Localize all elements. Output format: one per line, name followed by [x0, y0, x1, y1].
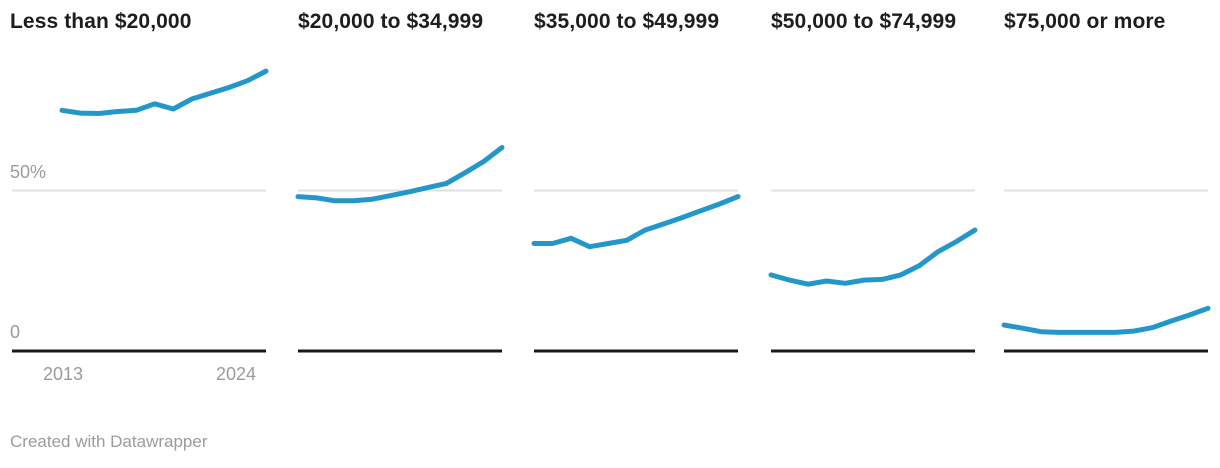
- x-axis-label-2013: 2013: [42, 364, 84, 384]
- panel-title: $50,000 to $74,999: [771, 10, 957, 33]
- x-axis-label-2024: 2024: [215, 364, 257, 384]
- panel-less-than-20000: Less than $20,000: [10, 0, 269, 353]
- panel-title: $75,000 or more: [1004, 10, 1166, 33]
- panel-75000-or-more: $75,000 or more: [1001, 0, 1211, 353]
- panel-20000-to-34999: $20,000 to $34,999: [295, 0, 505, 353]
- panel-title: Less than $20,000: [10, 10, 192, 33]
- line-chart-35000-to-49999: [531, 189, 741, 353]
- panel-35000-to-49999: $35,000 to $49,999: [531, 0, 741, 353]
- datawrapper-credit-link[interactable]: Created with Datawrapper: [10, 432, 208, 451]
- y-axis-label-0: 0: [10, 322, 21, 342]
- line-chart-75000-or-more: [1001, 189, 1211, 353]
- line-chart-50000-to-74999: [768, 189, 978, 353]
- panel-50000-to-74999: $50,000 to $74,999: [768, 0, 978, 353]
- y-axis-label-50pct: 50%: [10, 162, 47, 182]
- panel-title: $35,000 to $49,999: [534, 10, 720, 33]
- line-chart-20000-to-34999: [295, 145, 505, 353]
- line-chart-less-than-20000: [12, 68, 269, 353]
- panel-title: $20,000 to $34,999: [298, 10, 484, 33]
